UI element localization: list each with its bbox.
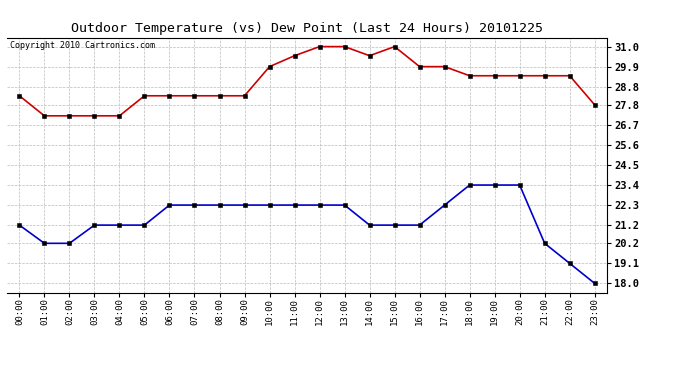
- Title: Outdoor Temperature (vs) Dew Point (Last 24 Hours) 20101225: Outdoor Temperature (vs) Dew Point (Last…: [71, 22, 543, 35]
- Text: Copyright 2010 Cartronics.com: Copyright 2010 Cartronics.com: [10, 41, 155, 50]
